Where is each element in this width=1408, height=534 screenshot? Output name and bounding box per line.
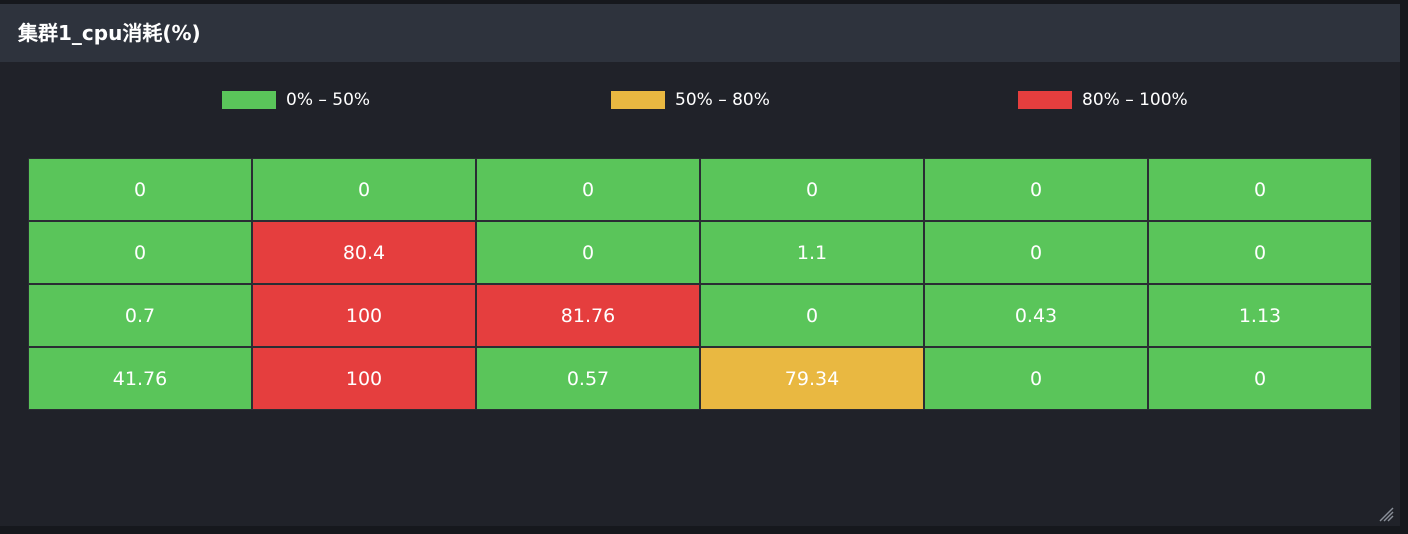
heatmap-cell[interactable]: 0 [700,158,924,221]
heatmap-cell[interactable]: 79.34 [700,347,924,410]
legend-swatch [222,91,276,109]
heatmap-cell[interactable]: 0 [476,158,700,221]
legend-item[interactable]: 0% – 50% [222,88,370,112]
heatmap-cell[interactable]: 0 [924,347,1148,410]
heatmap-cell[interactable]: 0 [924,158,1148,221]
heatmap-legend: 0% – 50% 50% – 80% 80% – 100% [0,88,1400,112]
cpu-heatmap: 0 0 0 0 0 0 0 80.4 0 1.1 0 0 0.7 100 81.76 0 0.43 1.13 41.… [28,158,1372,410]
heatmap-cell[interactable]: 1.1 [700,221,924,284]
heatmap-cell[interactable]: 1.13 [1148,284,1372,347]
panel-title: 集群1_cpu消耗(%) [18,21,201,45]
heatmap-panel: 集群1_cpu消耗(%) 0% – 50% 50% – 80% 80% – 100%… [0,4,1400,526]
heatmap-cell[interactable]: 0.57 [476,347,700,410]
heatmap-cell[interactable]: 0 [1148,158,1372,221]
heatmap-cell[interactable]: 0 [28,221,252,284]
legend-item[interactable]: 80% – 100% [1018,88,1188,112]
heatmap-cell[interactable]: 41.76 [28,347,252,410]
legend-item[interactable]: 50% – 80% [611,88,770,112]
heatmap-cell[interactable]: 100 [252,284,476,347]
heatmap-cell[interactable]: 0 [924,221,1148,284]
heatmap-cell[interactable]: 0.43 [924,284,1148,347]
legend-swatch [611,91,665,109]
resize-handle-icon[interactable] [1378,506,1394,522]
legend-label: 0% – 50% [286,90,371,110]
heatmap-cell[interactable]: 0 [700,284,924,347]
legend-swatch [1018,91,1072,109]
heatmap-cell[interactable]: 0 [252,158,476,221]
legend-label: 80% – 100% [1082,90,1188,110]
legend-label: 50% – 80% [675,90,770,110]
heatmap-cell[interactable]: 0.7 [28,284,252,347]
heatmap-cell[interactable]: 0 [1148,347,1372,410]
heatmap-cell[interactable]: 0 [28,158,252,221]
heatmap-cell[interactable]: 80.4 [252,221,476,284]
heatmap-cell[interactable]: 0 [1148,221,1372,284]
heatmap-cell[interactable]: 81.76 [476,284,700,347]
heatmap-cell[interactable]: 100 [252,347,476,410]
heatmap-cell[interactable]: 0 [476,221,700,284]
panel-header[interactable]: 集群1_cpu消耗(%) [0,4,1400,62]
